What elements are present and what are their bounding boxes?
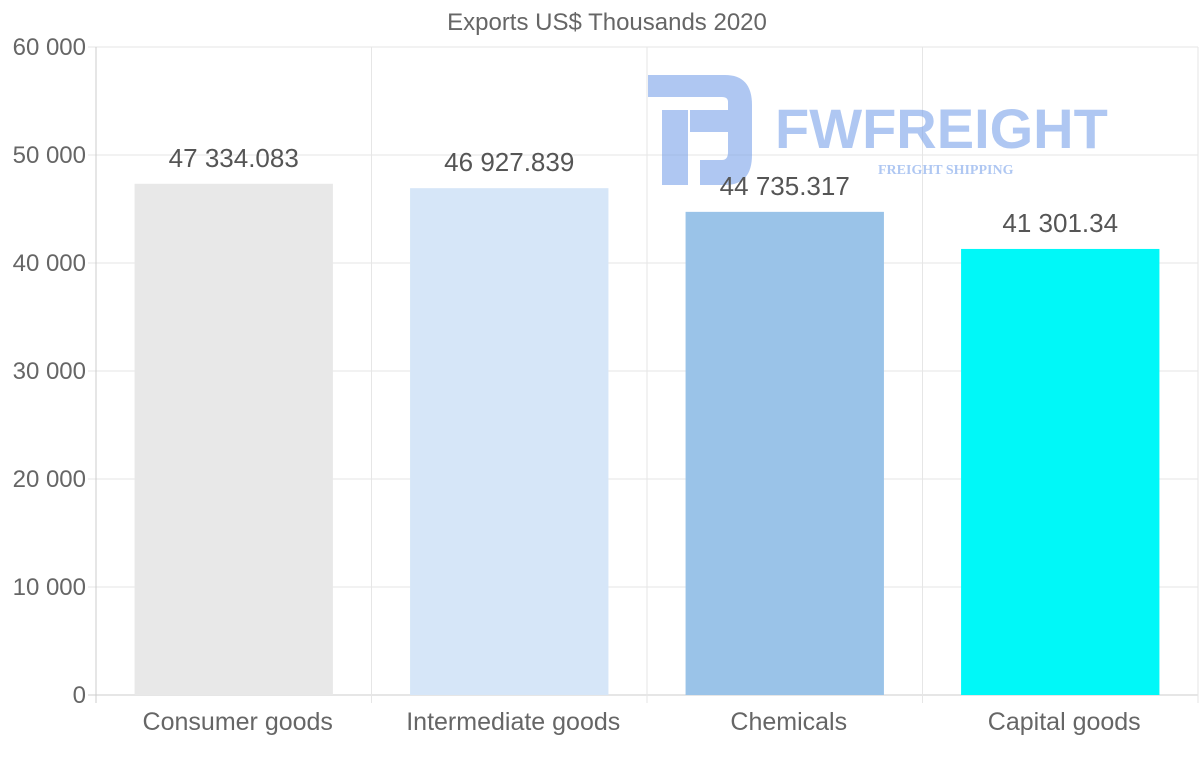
data-label: 44 735.317 <box>720 171 850 201</box>
bars <box>134 183 1160 696</box>
y-tick-label: 60 000 <box>13 34 86 61</box>
data-label: 46 927.839 <box>444 147 574 177</box>
fw-logo-icon <box>648 75 752 185</box>
x-tick-label: Capital goods <box>988 708 1141 736</box>
x-axis: Consumer goods Intermediate goods Chemical… <box>143 708 1141 736</box>
bar-intermediate-goods <box>410 188 609 696</box>
x-tick-label: Consumer goods <box>143 708 333 736</box>
data-labels: 47 334.083 46 927.839 44 735.317 41 301.34 <box>169 143 1118 238</box>
x-tick-label: Intermediate goods <box>406 708 620 736</box>
bar-chemicals <box>685 211 884 695</box>
x-tick-label: Chemicals <box>730 708 847 736</box>
y-tick-label: 50 000 <box>13 142 86 169</box>
fwfreight-watermark: FWFREIGHT FREIGHT SHIPPING <box>648 75 1108 185</box>
y-tick-label: 0 <box>73 682 86 709</box>
bar-capital-goods <box>961 248 1160 695</box>
bar-consumer-goods <box>134 183 333 695</box>
watermark-tagline: FREIGHT SHIPPING <box>878 163 1014 178</box>
data-label: 47 334.083 <box>169 143 299 173</box>
watermark-brand: FWFREIGHT <box>775 97 1108 160</box>
y-tick-label: 20 000 <box>13 466 86 493</box>
chart-title: Exports US$ Thousands 2020 <box>447 9 767 36</box>
y-tick-label: 30 000 <box>13 358 86 385</box>
y-axis: 0 10 000 20 000 30 000 40 000 50 000 60 000 <box>13 34 86 709</box>
data-label: 41 301.34 <box>1002 208 1118 238</box>
y-tick-label: 10 000 <box>13 574 86 601</box>
y-tick-label: 40 000 <box>13 250 86 277</box>
